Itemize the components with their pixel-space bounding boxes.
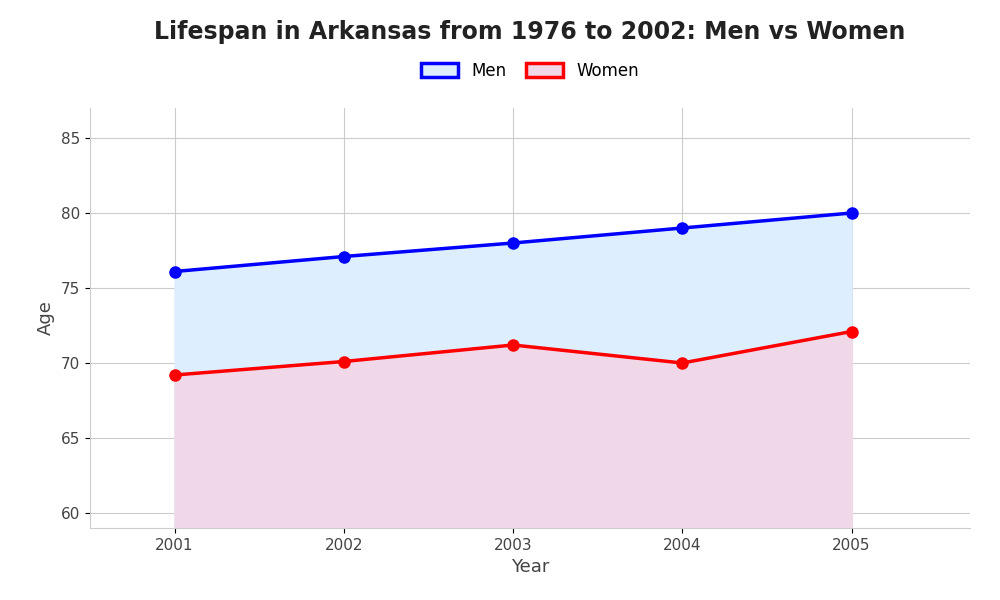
Legend: Men, Women: Men, Women (421, 62, 639, 80)
Title: Lifespan in Arkansas from 1976 to 2002: Men vs Women: Lifespan in Arkansas from 1976 to 2002: … (154, 20, 906, 44)
Y-axis label: Age: Age (37, 301, 55, 335)
X-axis label: Year: Year (511, 558, 549, 576)
